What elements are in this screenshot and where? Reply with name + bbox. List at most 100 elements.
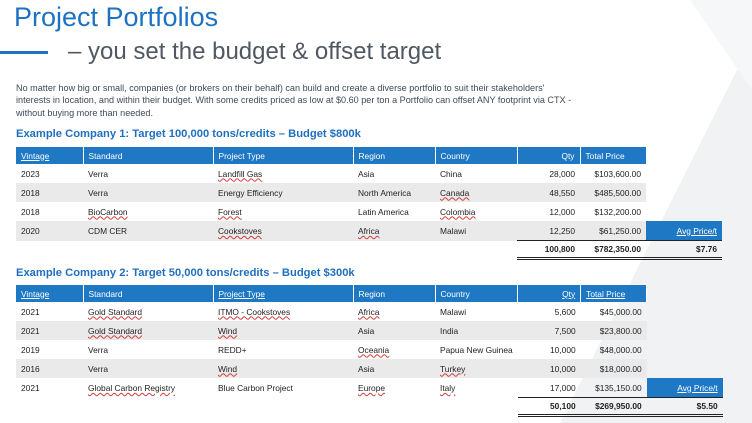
cell-standard: CDM CER xyxy=(83,221,213,241)
cell-qty: 28,000 xyxy=(549,168,575,179)
cell-country: India xyxy=(435,321,518,340)
cell-region: Asia xyxy=(353,321,435,340)
header-region[interactable]: Region xyxy=(353,285,436,302)
total-price: $782,350.00 xyxy=(580,240,646,260)
cell-region: Africa xyxy=(353,221,435,241)
header-total-price[interactable]: Total Price xyxy=(580,147,647,164)
cell-total-price: $103,600.00 xyxy=(594,168,641,179)
cell-vintage: 2018 xyxy=(16,183,83,202)
cell-total-price: $132,200.00 xyxy=(594,206,641,217)
avg-price-value: $7.76 xyxy=(646,240,722,260)
cell-country: Canada xyxy=(435,183,517,202)
total-price: $269,950.00 xyxy=(580,397,647,417)
cell-vintage: 2018 xyxy=(21,206,40,217)
cell-vintage: 2021 xyxy=(21,382,40,393)
cell-country: Italy xyxy=(440,382,456,393)
header-total-price[interactable]: Total Price xyxy=(580,285,648,302)
cell-project-type: Cookstoves xyxy=(213,221,353,241)
cell-vintage: 2020 xyxy=(16,221,83,241)
cell-vintage: 2016 xyxy=(16,359,83,378)
table-row: 2018 BioCarbon Forest Latin America Colo… xyxy=(16,202,722,221)
cell-project-type: Wind xyxy=(213,359,353,378)
cell-qty: 7,500 xyxy=(517,321,581,340)
header-standard[interactable]: Standard xyxy=(83,285,214,302)
header-project-type[interactable]: Project Type xyxy=(213,147,354,164)
table-row: 2019 Verra REDD+ Oceania Papua New Guine… xyxy=(16,340,723,359)
cell-region: North America xyxy=(353,183,435,202)
table-row: 2021 Gold Standard Wind Asia India 7,500… xyxy=(16,321,723,340)
cell-project-type: REDD+ xyxy=(218,344,247,355)
header-standard[interactable]: Standard xyxy=(83,147,214,164)
header-country[interactable]: Country xyxy=(435,285,519,302)
cell-qty: 10,000 xyxy=(517,359,581,378)
table-row: 2018 Verra Energy Efficiency North Ameri… xyxy=(16,183,722,202)
cell-standard: Global Carbon Registry xyxy=(88,382,176,393)
cell-project-type: Blue Carbon Project xyxy=(218,382,293,393)
header-vintage[interactable]: Vintage xyxy=(16,147,84,164)
total-qty: 50,100 xyxy=(517,397,581,417)
table-header-row: Vintage Standard Project Type Region Cou… xyxy=(16,147,722,164)
cell-qty: 5,600 xyxy=(554,306,576,317)
header-region[interactable]: Region xyxy=(353,147,436,164)
cell-country: Colombia xyxy=(440,206,476,217)
cell-standard: Gold Standard xyxy=(88,306,143,317)
cell-project-type: Landfill Gas xyxy=(218,168,263,179)
cell-total-price: $45,000.00 xyxy=(599,306,642,317)
cell-standard: Gold Standard xyxy=(83,321,213,340)
table-row: 2016 Verra Wind Asia Turkey 10,000 $18,0… xyxy=(16,359,723,378)
cell-vintage: 2021 xyxy=(16,321,83,340)
cell-standard: Verra xyxy=(83,359,213,378)
cell-project-type: ITMO - Cookstoves xyxy=(218,306,291,317)
example-1-table: Vintage Standard Project Type Region Cou… xyxy=(16,147,722,260)
cell-qty: 12,000 xyxy=(549,206,575,217)
table-row: 2023 Verra Landfill Gas Asia China 28,00… xyxy=(16,164,722,183)
table-row: 2021 Global Carbon Registry Blue Carbon … xyxy=(16,378,723,398)
cell-total-price: $135,150.00 xyxy=(595,382,642,393)
cell-qty: 17,000 xyxy=(550,382,576,393)
cell-region: Africa xyxy=(358,306,380,317)
intro-paragraph: No matter how big or small, companies (o… xyxy=(16,83,572,118)
cell-country: Malawi xyxy=(435,221,517,241)
accent-bar xyxy=(0,51,48,54)
cell-project-type: Wind xyxy=(213,321,353,340)
table-header-row: Vintage Standard Project Type Region Cou… xyxy=(16,285,723,302)
example-2-title: Example Company 2: Target 50,000 tons/cr… xyxy=(16,267,355,279)
cell-standard: Verra xyxy=(88,168,109,179)
header-qty[interactable]: Qty xyxy=(517,285,582,302)
cell-standard: BioCarbon xyxy=(88,206,128,217)
cell-region: Oceania xyxy=(358,344,390,355)
cell-vintage: 2023 xyxy=(21,168,40,179)
cell-vintage: 2019 xyxy=(21,344,40,355)
cell-region: Asia xyxy=(358,168,375,179)
cell-country: Turkey xyxy=(435,359,518,378)
cell-country: China xyxy=(440,168,462,179)
avg-price-label[interactable]: Avg Price/t xyxy=(646,221,722,241)
cell-standard: Verra xyxy=(83,183,213,202)
avg-price-value: $5.50 xyxy=(646,397,723,417)
cell-vintage: 2021 xyxy=(21,306,40,317)
header-vintage[interactable]: Vintage xyxy=(16,285,84,302)
avg-price-label[interactable]: Avg Price/t xyxy=(646,378,723,398)
cell-country: Malawi xyxy=(440,306,467,317)
cell-total-price: $18,000.00 xyxy=(580,359,647,378)
slide-subtitle: – you set the budget & offset target xyxy=(68,38,442,65)
cell-total-price: $485,500.00 xyxy=(580,183,646,202)
example-1-title: Example Company 1: Target 100,000 tons/c… xyxy=(16,128,361,140)
cell-qty: 48,550 xyxy=(517,183,580,202)
cell-region: Latin America xyxy=(358,206,409,217)
header-country[interactable]: Country xyxy=(435,147,518,164)
table-row: 2020 CDM CER Cookstoves Africa Malawi 12… xyxy=(16,221,722,241)
table-row: 2021 Gold Standard ITMO - Cookstoves Afr… xyxy=(16,302,723,321)
header-project-type[interactable]: Project Type xyxy=(213,285,354,302)
cell-standard: Verra xyxy=(88,344,109,355)
cell-country: Papua New Guinea xyxy=(440,344,513,355)
cell-project-type: Energy Efficiency xyxy=(213,183,353,202)
total-row: 100,800 $782,350.00 $7.76 xyxy=(16,240,722,260)
cell-total-price: $48,000.00 xyxy=(599,344,642,355)
cell-total-price: $23,800.00 xyxy=(580,321,647,340)
slide-title: Project Portfolios xyxy=(14,2,219,32)
cell-qty: 12,250 xyxy=(517,221,580,241)
header-qty[interactable]: Qty xyxy=(517,147,581,164)
cell-project-type: Forest xyxy=(218,206,242,217)
cell-total-price: $61,250.00 xyxy=(580,221,646,241)
